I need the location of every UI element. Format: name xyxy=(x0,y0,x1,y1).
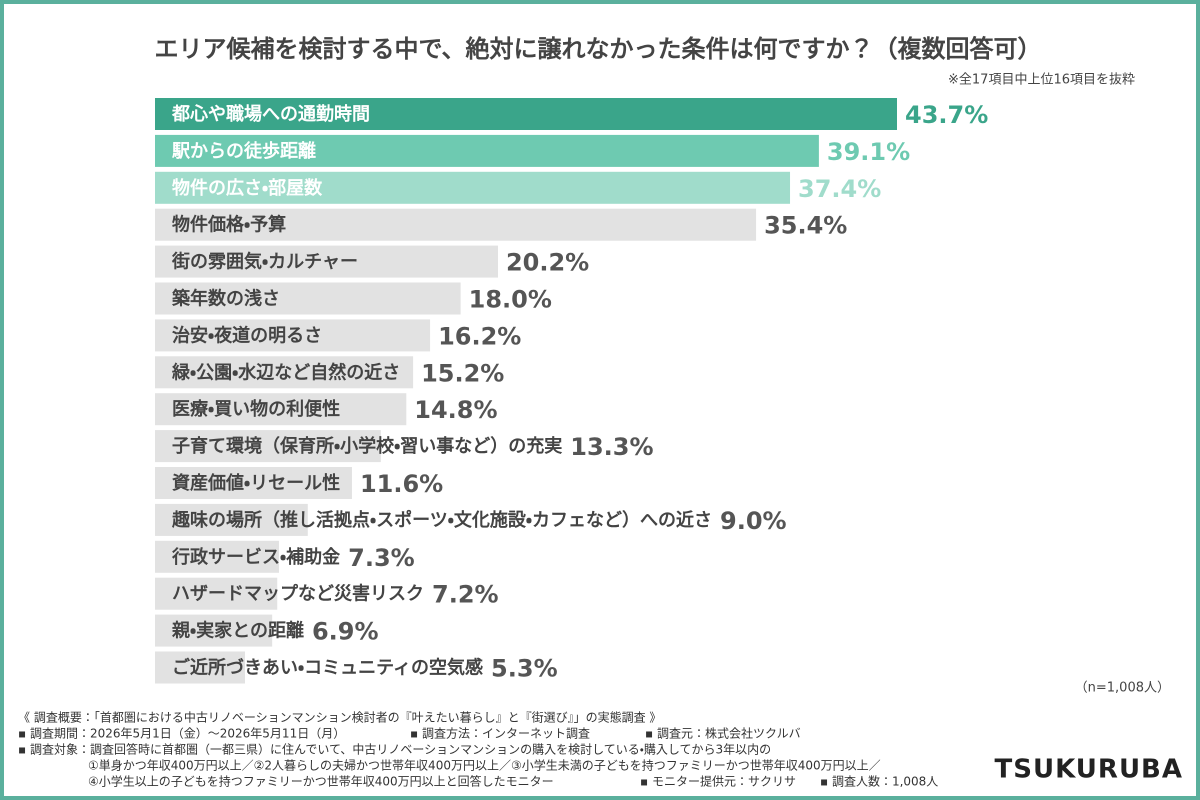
footnote: ④小学生以上の子どもを持つファミリーかつ世帯年収400万円以上と回答したモニター xyxy=(88,774,554,789)
value-label: 16.2% xyxy=(438,322,521,350)
chart-title: エリア候補を検討する中で、絶対に譲れなかった条件は何ですか？（複数回答可） xyxy=(154,35,1041,63)
category-label: 治安・夜道の明るさ xyxy=(172,324,322,346)
value-label: 7.3% xyxy=(348,544,415,572)
bar xyxy=(155,208,757,241)
footnote: ▪ モニター提供元：サクリサ xyxy=(640,774,796,789)
value-label: 37.4% xyxy=(798,175,881,203)
value-label: 14.8% xyxy=(414,396,497,424)
category-label: 築年数の浅さ xyxy=(171,288,280,310)
value-label: 15.2% xyxy=(421,359,504,387)
value-label: 5.3% xyxy=(491,655,558,683)
footnote: ①単身かつ年収400万円以上／②2人暮らしの夫婦かつ世帯年収400万円以上／③小… xyxy=(88,758,881,773)
footnote: ▪ 調査方法：インターネット調査 xyxy=(410,726,590,741)
footnote: 《 調査概要：「首都圏における中古リノベーションマンション検討者の『叶えたい暮ら… xyxy=(18,710,661,725)
bar xyxy=(155,282,461,315)
value-label: 11.6% xyxy=(360,470,443,498)
category-label: 医療・買い物の利便性 xyxy=(172,398,340,420)
category-label: 都心や職場への通勤時間 xyxy=(171,103,370,125)
bar xyxy=(155,245,498,278)
category-label: 行政サービス・補助金 xyxy=(171,546,341,568)
value-label: 13.3% xyxy=(570,433,653,461)
category-label: 趣味の場所（推し活拠点・スポーツ・文化施設・カフェなど）への近さ xyxy=(171,509,712,531)
value-label: 7.2% xyxy=(432,581,499,609)
category-label: ご近所づきあい・コミュニティの空気感 xyxy=(172,657,483,679)
bar xyxy=(155,393,407,426)
bar xyxy=(155,171,791,204)
bar xyxy=(155,430,381,463)
category-label: 物件の広さ・部屋数 xyxy=(172,177,323,199)
value-label: 20.2% xyxy=(506,249,589,277)
bar xyxy=(155,577,278,610)
category-label: 駅からの徒歩距離 xyxy=(171,140,316,162)
bar xyxy=(155,614,273,647)
value-label: 18.0% xyxy=(469,286,552,314)
category-label: 子育て環境（保育所・小学校・習い事など）の充実 xyxy=(172,435,562,457)
value-label: 39.1% xyxy=(827,138,910,166)
value-label: 43.7% xyxy=(905,101,988,129)
footnote: ▪ 調査期間：2026年5月1日（金）～2026年5月11日（月） xyxy=(18,727,345,741)
bar xyxy=(155,503,308,536)
footnote: ▪ 調査人数：1,008人 xyxy=(820,774,938,789)
category-label: 親・実家との距離 xyxy=(171,620,304,642)
value-label: 35.4% xyxy=(764,212,847,240)
value-label: 9.0% xyxy=(720,507,787,535)
category-label: ハザードマップなど災害リスク xyxy=(172,583,424,605)
logo: TSUKURUBA xyxy=(995,755,1183,785)
category-label: 街の雰囲気・カルチャー xyxy=(171,251,358,273)
subtitle: ※全17項目中上位16項目を抜粋 xyxy=(948,72,1135,88)
bar xyxy=(155,467,352,499)
footnote: ▪ 調査対象：調査回答時に首都圏（一都三県）に住んでいて、中古リノベーションマン… xyxy=(18,742,771,757)
category-label: 資産価値・リセール性 xyxy=(172,472,340,494)
value-label: 6.9% xyxy=(312,618,379,646)
bar xyxy=(155,651,245,684)
sample-size: （n=1,008人） xyxy=(1075,681,1170,696)
bar xyxy=(155,134,819,167)
bar xyxy=(155,319,431,352)
bar xyxy=(155,98,897,130)
footnote: ▪ 調査元：株式会社ツクルバ xyxy=(645,726,801,741)
bar xyxy=(155,540,279,573)
category-label: 物件価格・予算 xyxy=(172,214,286,236)
bar xyxy=(155,356,414,389)
category-label: 緑・公園・水辺など自然の近さ xyxy=(171,361,400,383)
